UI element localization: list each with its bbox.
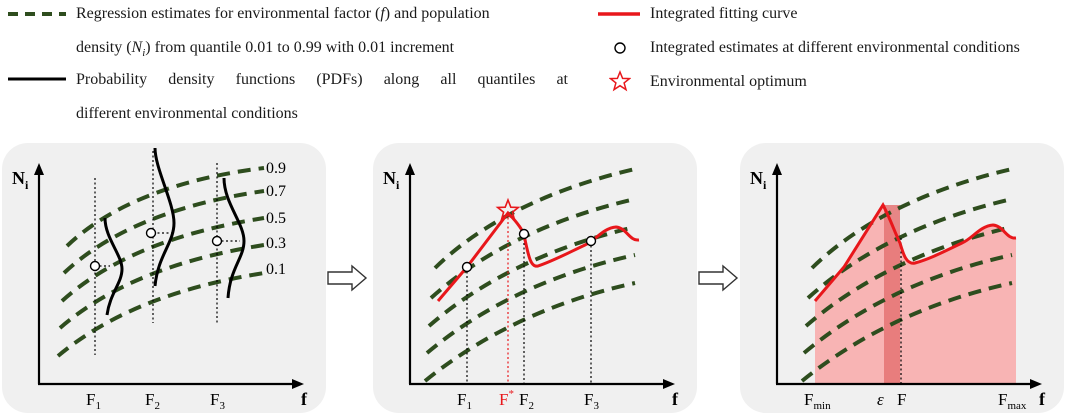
- tick-f1: F1: [86, 390, 101, 412]
- regression-line-0.7: [62, 189, 265, 275]
- tick-f: F: [897, 390, 906, 409]
- integrated-point-f1: [89, 260, 101, 272]
- arrow-right-icon: [698, 264, 739, 292]
- legend-fitting-curve: Integrated fitting curve: [650, 5, 798, 22]
- axes: [34, 163, 304, 389]
- red-line-icon: [598, 12, 640, 16]
- open-circle-icon: [614, 42, 626, 54]
- x-axis-label: f: [1039, 389, 1046, 409]
- tick-fmax: Fmax: [998, 390, 1027, 412]
- tick-f2: F2: [145, 390, 160, 412]
- legend-integrated-estimates: Integrated estimates at different enviro…: [650, 39, 1020, 56]
- optimum-star: [495, 197, 521, 222]
- pdf-curve-f1: [103, 217, 124, 316]
- regression-line-0.1: [56, 271, 265, 358]
- pdf-curve-f2: [153, 147, 176, 287]
- panel-integrated-plot: Ni f Fmin ε F Fmax: [750, 163, 1046, 412]
- tick-f2: F2: [519, 390, 534, 412]
- integrated-fitting-curve: [813, 202, 1017, 302]
- pdf-curve-f3: [222, 177, 246, 299]
- integrated-point-f3: [211, 235, 223, 247]
- regression-line-0.5: [60, 216, 265, 303]
- quantile-label-0.9: 0.9: [266, 160, 286, 177]
- tick-fstar: F*: [499, 388, 514, 409]
- f-tick-labels: Fmin ε F Fmax: [804, 390, 1027, 412]
- integrated-point-f2: [145, 227, 157, 239]
- y-axis-label: Ni: [383, 168, 400, 192]
- quantile-label-0.1: 0.1: [266, 261, 286, 278]
- regression-line-0.9: [65, 166, 265, 248]
- panel-fitting: Ni f F1 F* F2 F3: [373, 143, 697, 413]
- legend-optimum: Environmental optimum: [650, 73, 807, 90]
- legend-pdf-line2: different environmental conditions: [76, 105, 298, 122]
- panel-pdfs: 0.9 0.7 0.5 0.3 0.1 Ni f F1 F2 F3: [2, 143, 326, 413]
- vertical-guides: [466, 234, 592, 384]
- star-icon: [609, 70, 631, 92]
- tick-epsilon: ε: [877, 390, 884, 409]
- f-tick-labels: F1 F2 F3: [86, 390, 225, 412]
- arrow-right-icon: [327, 264, 368, 292]
- tick-f3: F3: [584, 390, 599, 412]
- legend-regression-line2: density (Ni) from quantile 0.01 to 0.99 …: [76, 39, 455, 60]
- panel-integrated: Ni f Fmin ε F Fmax: [740, 143, 1064, 413]
- y-axis-label: Ni: [12, 168, 29, 192]
- legend-pdf-line1: Probability density functions (PDFs) alo…: [76, 71, 568, 88]
- integrated-points: [89, 227, 223, 272]
- panel-pdfs-plot: 0.9 0.7 0.5 0.3 0.1 Ni f F1 F2 F3: [12, 147, 308, 412]
- quantile-label-0.7: 0.7: [266, 183, 286, 200]
- pdf-curves: [103, 147, 246, 316]
- legend-regression-line1: Regression estimates for environmental f…: [76, 5, 490, 22]
- tick-f1: F1: [457, 390, 472, 412]
- legend: Regression estimates for environmental f…: [0, 0, 1065, 140]
- quantile-label-0.3: 0.3: [266, 235, 286, 252]
- axes: [405, 163, 675, 389]
- tick-f3: F3: [210, 390, 225, 412]
- quantile-labels: 0.9 0.7 0.5 0.3 0.1: [266, 160, 286, 278]
- quantile-label-0.5: 0.5: [266, 210, 286, 227]
- regression-lines: [423, 167, 636, 383]
- regression-line-0.3: [58, 243, 265, 330]
- solid-line-icon: [8, 77, 66, 81]
- x-axis-label: f: [672, 389, 679, 409]
- dashed-line-icon: [8, 12, 66, 16]
- tick-fmin: Fmin: [804, 390, 831, 412]
- x-axis-label: f: [301, 389, 308, 409]
- y-axis-label: Ni: [750, 168, 767, 192]
- f-tick-labels: F1 F* F2 F3: [457, 388, 599, 412]
- panel-fitting-plot: Ni f F1 F* F2 F3: [383, 163, 679, 412]
- regression-lines: [56, 166, 265, 358]
- integrated-points: [461, 228, 597, 273]
- axes: [772, 163, 1042, 389]
